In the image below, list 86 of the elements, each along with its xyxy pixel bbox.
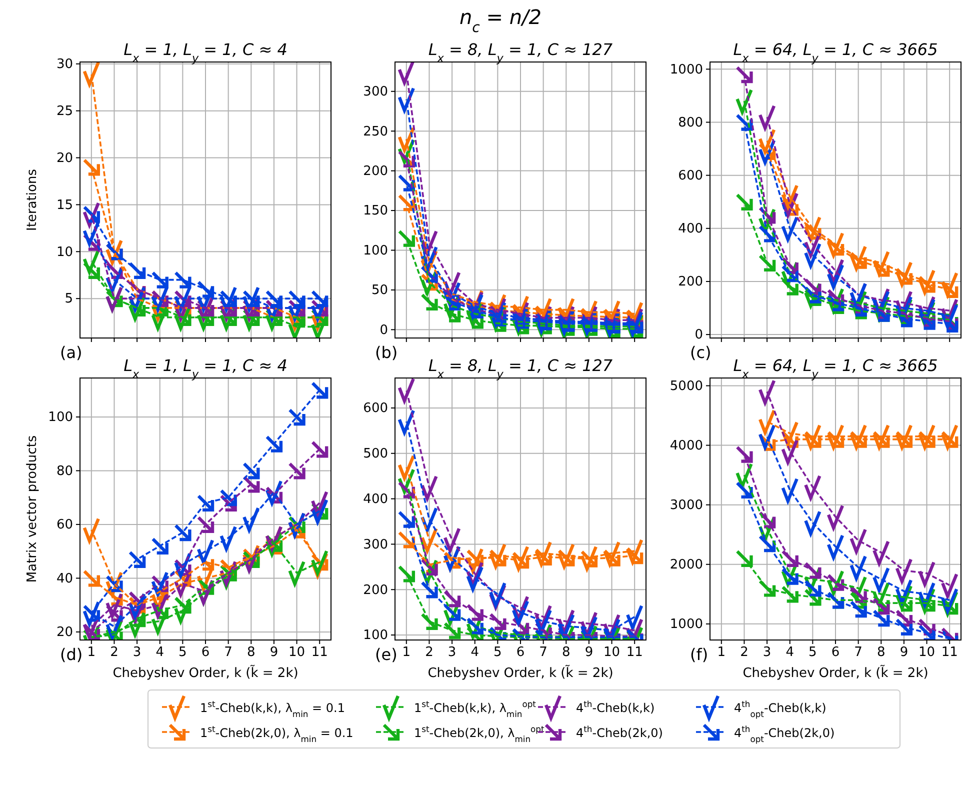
x-tick-label: 2 (740, 645, 748, 660)
x-tick-label: 10 (918, 645, 936, 660)
y-tick-label: 800 (678, 115, 703, 130)
y-tick-label: 20 (56, 625, 73, 640)
legend-label: 1$^{st}$-Cheb(2k,0), λ$_{min}$ = 0.1 (200, 724, 354, 744)
y-tick-label: 200 (363, 164, 388, 179)
y-tick-label: 3000 (670, 498, 703, 513)
x-axis-title: Chebyshev Order, k (k̃ = 2k) (112, 664, 298, 681)
text: (d) (60, 645, 83, 664)
x-tick-label: 3 (762, 645, 772, 660)
x-tick-label: 2 (110, 645, 118, 660)
x-tick-label: 4 (156, 645, 164, 660)
y-tick-label: 5000 (670, 378, 703, 394)
x-tick-label: 9 (584, 645, 594, 660)
x-tick-label: 5 (494, 645, 502, 660)
y-tick-label: 2000 (670, 558, 703, 573)
y-tick-label: 5 (64, 292, 73, 307)
x-tick-label: 8 (562, 645, 570, 660)
x-tick-label: 5 (808, 645, 817, 660)
legend-label: 4$^{th}$$_{opt}$-Cheb(k,k) (734, 699, 826, 719)
y-tick-label: 60 (56, 518, 73, 533)
y-tick-label: 600 (363, 401, 388, 416)
x-tick-label: 3 (448, 645, 456, 660)
x-tick-label: 7 (224, 645, 232, 660)
y-tick-label: 250 (363, 124, 388, 140)
y-tick-label: 100 (363, 243, 388, 258)
y-tick-label: 600 (678, 168, 703, 184)
x-tick-label: 11 (941, 645, 958, 660)
x-tick-label: 9 (900, 645, 908, 660)
x-tick-label: 6 (831, 645, 840, 660)
text: (b) (375, 343, 398, 362)
y-tick-label: 150 (363, 204, 388, 219)
y-tick-label: 300 (363, 84, 388, 100)
x-tick-label: 10 (288, 645, 306, 660)
y-tick-label: 30 (56, 57, 73, 72)
x-tick-label: 1 (402, 645, 411, 660)
x-axis-title: Chebyshev Order, k (k̃ = 2k) (742, 664, 928, 681)
text: (a) (60, 343, 82, 362)
x-tick-label: 6 (201, 645, 210, 660)
x-tick-label: 2 (425, 645, 434, 660)
y-tick-label: 200 (678, 274, 703, 290)
y-tick-label: 300 (363, 537, 388, 552)
y-tick-label: 100 (48, 410, 73, 426)
y-tick-label: 20 (56, 150, 73, 166)
y-tick-label: 80 (56, 464, 73, 479)
x-tick-label: 3 (132, 645, 142, 660)
legend-label: 4$^{th}$-Cheb(k,k) (576, 699, 655, 715)
x-tick-label: 11 (311, 645, 328, 660)
y-tick-label: 25 (56, 104, 73, 119)
y-axis-title: Matrix vector products (25, 435, 40, 583)
y-tick-label: 10 (56, 244, 73, 260)
y-tick-label: 40 (56, 571, 73, 586)
y-tick-label: 200 (363, 582, 388, 598)
text: (f) (690, 645, 708, 664)
y-tick-label: 1000 (670, 62, 703, 78)
y-tick-label: 15 (56, 198, 73, 213)
y-tick-label: 50 (371, 283, 388, 298)
x-tick-label: 4 (470, 645, 480, 660)
x-tick-label: 1 (717, 645, 726, 660)
x-tick-label: 1 (87, 645, 96, 660)
x-axis-title: Chebyshev Order, k (k̃ = 2k) (428, 664, 614, 681)
x-tick-label: 8 (876, 645, 886, 660)
x-tick-label: 11 (626, 645, 643, 660)
y-tick-label: 400 (678, 222, 703, 237)
chart-subtitle: n$_{c}$ = n/2 (459, 5, 542, 36)
x-tick-label: 9 (270, 645, 278, 660)
y-tick-label: 400 (363, 492, 388, 507)
y-axis-title: Iterations (25, 168, 40, 231)
legend-label: 4$^{th}$-Cheb(2k,0) (576, 724, 663, 740)
y-tick-label: 0 (380, 322, 388, 338)
legend-label: 4$^{th}$$_{opt}$-Cheb(2k,0) (734, 724, 835, 744)
x-tick-label: 10 (604, 645, 620, 660)
legend-label: 1$^{st}$-Cheb(k,k), λ$_{min}$ = 0.1 (200, 699, 345, 719)
y-tick-label: 1000 (670, 617, 703, 632)
x-tick-label: 8 (246, 645, 256, 660)
x-tick-label: 7 (539, 645, 548, 660)
x-tick-label: 4 (786, 645, 794, 660)
y-tick-label: 0 (694, 328, 703, 343)
text: (c) (690, 343, 712, 362)
y-tick-label: 500 (363, 446, 388, 462)
x-tick-label: 7 (854, 645, 862, 660)
x-tick-label: 5 (178, 645, 187, 660)
y-tick-label: 100 (363, 628, 388, 644)
x-tick-label: 6 (516, 645, 525, 660)
y-tick-label: 4000 (670, 438, 703, 454)
text: (e) (375, 645, 398, 664)
